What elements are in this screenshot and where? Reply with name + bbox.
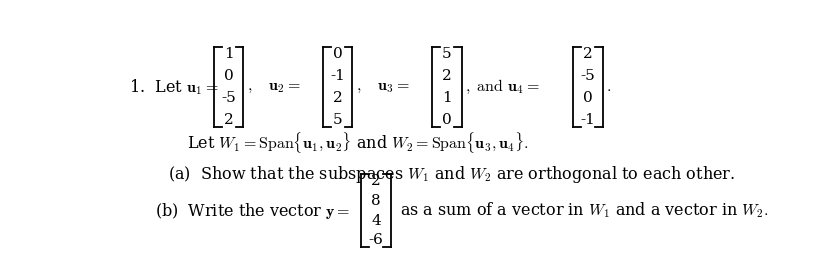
Text: Let $W_1 = \mathrm{Span}\{\mathbf{u}_1, \mathbf{u}_2\}$ and $W_2 = \mathrm{Span}: Let $W_1 = \mathrm{Span}\{\mathbf{u}_1, … [187, 130, 528, 155]
Text: 2: 2 [582, 47, 592, 61]
Text: 0: 0 [582, 91, 592, 105]
Text: 0: 0 [223, 69, 233, 83]
Text: $, \mathrm{\ and\ } \mathbf{u}_4 =$: $, \mathrm{\ and\ } \mathbf{u}_4 =$ [464, 78, 539, 96]
Text: $.\ $: $.\ $ [605, 78, 610, 95]
Text: 5: 5 [442, 47, 451, 61]
Text: $, \quad \mathbf{u}_3 =$: $, \quad \mathbf{u}_3 =$ [356, 78, 409, 95]
Text: 0: 0 [442, 113, 452, 127]
Text: (a)  Show that the subspaces $W_1$ and $W_2$ are orthogonal to each other.: (a) Show that the subspaces $W_1$ and $W… [167, 164, 734, 185]
Text: -5: -5 [580, 69, 595, 83]
Text: 1.  Let $\mathbf{u}_1 =$: 1. Let $\mathbf{u}_1 =$ [129, 77, 218, 97]
Text: -1: -1 [580, 113, 595, 127]
Text: -6: -6 [368, 233, 383, 248]
Text: 2: 2 [370, 174, 380, 188]
Text: -1: -1 [330, 69, 345, 83]
Text: $, \quad \mathbf{u}_2 =$: $, \quad \mathbf{u}_2 =$ [246, 78, 300, 95]
Text: 1: 1 [223, 47, 233, 61]
Text: 5: 5 [332, 113, 342, 127]
Text: -5: -5 [221, 91, 236, 105]
Text: 0: 0 [332, 47, 342, 61]
Text: 2: 2 [223, 113, 233, 127]
Text: 1: 1 [442, 91, 452, 105]
Text: 2: 2 [442, 69, 452, 83]
Text: as a sum of a vector in $W_1$ and a vector in $W_2.$: as a sum of a vector in $W_1$ and a vect… [399, 201, 767, 220]
Text: 2: 2 [332, 91, 342, 105]
Text: 4: 4 [370, 213, 380, 228]
Text: 8: 8 [371, 193, 380, 208]
Text: (b)  Write the vector $\mathbf{y} =$: (b) Write the vector $\mathbf{y} =$ [155, 200, 350, 221]
